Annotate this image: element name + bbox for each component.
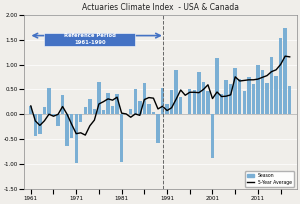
Bar bbox=[129, 109, 132, 114]
Bar bbox=[147, 104, 151, 114]
Bar bbox=[270, 57, 273, 114]
FancyBboxPatch shape bbox=[44, 33, 135, 45]
Bar bbox=[74, 114, 78, 163]
Bar bbox=[256, 64, 260, 114]
Bar bbox=[274, 75, 278, 114]
Bar bbox=[247, 76, 250, 114]
Bar bbox=[252, 84, 255, 114]
Bar bbox=[238, 79, 242, 114]
Bar bbox=[202, 82, 205, 114]
Bar bbox=[188, 90, 191, 114]
Legend: Season, 5-Year Average: Season, 5-Year Average bbox=[245, 171, 294, 187]
Bar bbox=[197, 72, 201, 114]
Bar bbox=[111, 106, 114, 114]
Bar bbox=[116, 94, 119, 114]
Bar bbox=[138, 101, 142, 114]
Bar bbox=[211, 114, 214, 158]
Bar bbox=[165, 104, 169, 114]
Bar bbox=[88, 100, 91, 114]
Bar bbox=[43, 107, 46, 114]
Bar bbox=[179, 98, 182, 114]
Bar bbox=[61, 95, 64, 114]
Bar bbox=[65, 114, 69, 146]
Bar bbox=[156, 114, 160, 143]
Bar bbox=[284, 28, 287, 114]
Bar bbox=[152, 112, 155, 114]
Bar bbox=[52, 114, 55, 116]
Bar bbox=[142, 83, 146, 114]
Bar bbox=[265, 83, 269, 114]
Bar bbox=[56, 114, 60, 126]
Bar bbox=[79, 114, 82, 122]
Bar bbox=[38, 114, 42, 134]
Bar bbox=[170, 91, 173, 114]
Bar bbox=[134, 90, 137, 114]
Bar bbox=[97, 82, 100, 114]
Bar bbox=[261, 70, 264, 114]
Bar bbox=[84, 107, 87, 114]
Bar bbox=[233, 68, 237, 114]
Bar bbox=[29, 106, 32, 114]
Text: Reference Period
1961-1990: Reference Period 1961-1990 bbox=[64, 33, 116, 45]
Bar bbox=[243, 91, 246, 114]
Bar bbox=[229, 84, 232, 114]
Bar bbox=[174, 70, 178, 114]
Bar bbox=[215, 58, 219, 114]
Bar bbox=[102, 110, 105, 114]
Bar bbox=[161, 88, 164, 114]
Bar bbox=[220, 94, 223, 114]
Bar bbox=[47, 88, 51, 114]
Bar bbox=[120, 114, 123, 162]
Bar bbox=[206, 91, 210, 114]
Bar bbox=[288, 86, 291, 114]
Bar bbox=[34, 114, 37, 136]
Bar bbox=[70, 114, 74, 138]
Title: Actuaries Climate Index  - USA & Canada: Actuaries Climate Index - USA & Canada bbox=[82, 3, 239, 12]
Bar bbox=[106, 93, 110, 114]
Bar bbox=[224, 80, 228, 114]
Bar bbox=[279, 38, 282, 114]
Bar bbox=[93, 109, 96, 114]
Bar bbox=[193, 91, 196, 114]
